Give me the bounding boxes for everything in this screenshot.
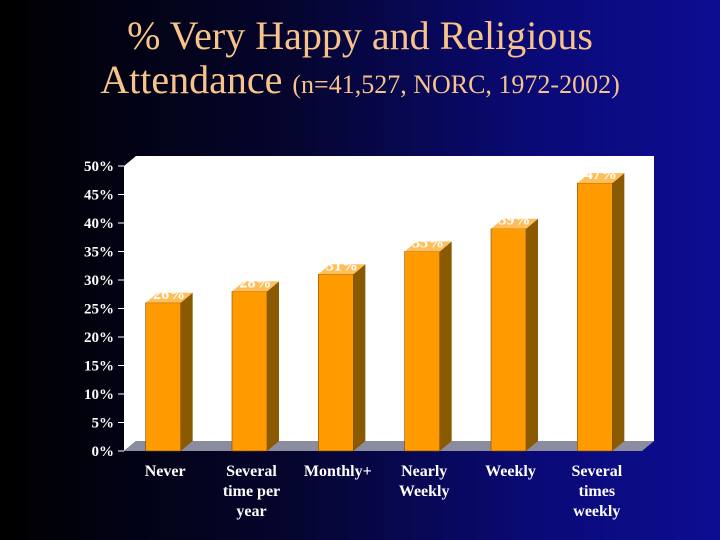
bar-top bbox=[145, 292, 193, 303]
data-labels: 26% 28% 31% 35% 39% 47% bbox=[153, 166, 617, 303]
bars bbox=[145, 173, 625, 452]
bar-side bbox=[180, 292, 193, 451]
y-tick-label: 5% bbox=[92, 416, 115, 432]
title-subtitle: (n=41,527, NORC, 1972-2002) bbox=[292, 70, 620, 99]
y-tick-label: 30% bbox=[84, 273, 114, 289]
bar-4 bbox=[404, 241, 452, 452]
bar-3 bbox=[318, 264, 366, 452]
title-line-1: % Very Happy and Religious bbox=[127, 13, 593, 58]
category-label: Monthly+ bbox=[304, 463, 372, 480]
y-tick-label: 50% bbox=[84, 159, 114, 175]
data-label: 39% bbox=[499, 212, 531, 229]
bar-side bbox=[267, 281, 279, 451]
x-axis-categories: Never Several time per year Monthly+ Nearly We… bbox=[145, 463, 623, 520]
bar-front bbox=[231, 291, 268, 452]
chart-plot-area bbox=[124, 156, 654, 451]
slide-title: % Very Happy and Religious Attendance (n… bbox=[0, 14, 720, 107]
y-tick-label: 0% bbox=[92, 444, 115, 460]
y-tick-label: 20% bbox=[84, 330, 114, 346]
data-label: 28% bbox=[240, 274, 272, 291]
bar-front bbox=[577, 182, 613, 452]
bar-top bbox=[404, 241, 452, 252]
y-axis-ticks: 0% 5% 10% 15% 20% 25% 30% 35% 40% 45% 50% bbox=[84, 159, 124, 460]
data-label: 26% bbox=[153, 286, 185, 303]
data-label: 35% bbox=[412, 235, 444, 252]
chart-floor bbox=[124, 441, 654, 451]
bar-top bbox=[232, 281, 279, 292]
bar-top bbox=[318, 264, 366, 275]
back-wall bbox=[136, 156, 654, 441]
bar-side bbox=[353, 264, 366, 451]
category-label: Several time per year bbox=[223, 463, 280, 520]
y-tick-label: 10% bbox=[84, 387, 114, 403]
data-label: 31% bbox=[326, 257, 358, 274]
bar-1 bbox=[145, 292, 193, 452]
bar-front bbox=[490, 228, 527, 452]
bar-side bbox=[612, 173, 625, 451]
bar-front bbox=[404, 251, 440, 452]
bar-top bbox=[577, 173, 625, 184]
y-tick-label: 35% bbox=[84, 245, 114, 261]
category-label: Nearly Weekly bbox=[399, 463, 450, 500]
y-tick-label: 45% bbox=[84, 188, 114, 204]
y-tick-label: 15% bbox=[84, 359, 114, 375]
bar-6 bbox=[577, 173, 625, 452]
y-tick-label: 40% bbox=[84, 216, 114, 232]
bar-2 bbox=[231, 281, 279, 452]
bar-front bbox=[145, 302, 181, 452]
bar-top bbox=[491, 218, 538, 229]
bar-front bbox=[318, 273, 354, 452]
side-wall bbox=[124, 156, 136, 451]
bar-side bbox=[439, 241, 452, 451]
category-label: Never bbox=[145, 463, 186, 480]
y-tick-label: 25% bbox=[84, 302, 114, 318]
bar-side bbox=[526, 218, 538, 451]
category-label: Several times weekly bbox=[572, 463, 623, 520]
data-label: 47% bbox=[585, 166, 617, 183]
title-main: Attendance bbox=[100, 57, 283, 102]
category-label: Weekly bbox=[485, 463, 536, 480]
bar-5 bbox=[490, 218, 538, 452]
title-line-2: Attendance (n=41,527, NORC, 1972-2002) bbox=[0, 58, 720, 107]
